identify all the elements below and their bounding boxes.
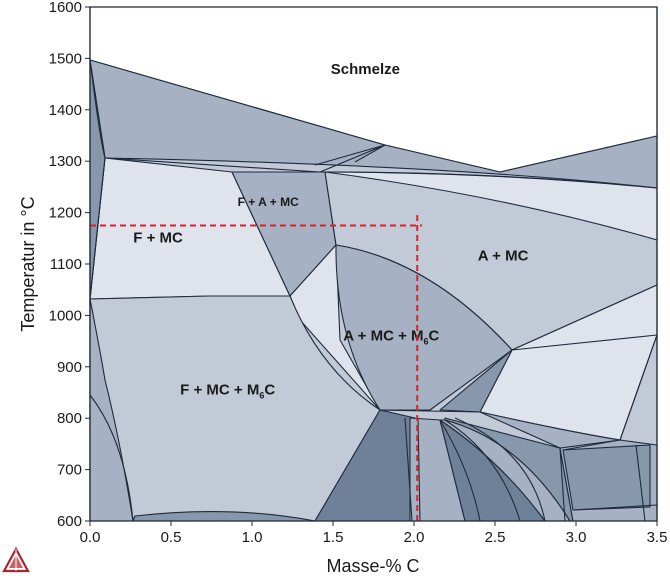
region-left-lower-edge [89, 298, 134, 522]
phase-boundary-line [559, 447, 566, 522]
phase-boundary-line [511, 334, 658, 351]
phase-boundaries [89, 59, 658, 522]
region-label: F + MC + M6C [180, 382, 275, 401]
region-bottom-left-sliver [132, 510, 316, 522]
phase-boundary-line [635, 444, 646, 522]
thermo-calc-triangle-logo [2, 546, 30, 573]
y-tick-label: 1400 [49, 102, 82, 119]
phase-boundary-line [89, 59, 106, 300]
y-tick-label: 600 [57, 513, 82, 530]
phase-boundary-line [444, 419, 521, 522]
phase-boundary-line [104, 157, 658, 189]
phase-boundary-line [619, 334, 658, 441]
phase-boundary-line [562, 439, 621, 451]
x-tick-label: 0.5 [161, 529, 182, 546]
x-tick-label: 1.0 [242, 529, 263, 546]
region-a-mc-m6c-lower [439, 349, 513, 413]
region-label: F + MC [133, 229, 183, 246]
phase-boundary-line [314, 144, 386, 166]
region-bottom-right-block [562, 444, 651, 511]
y-axis-label: Temperatur in °C [18, 196, 38, 331]
y-tick-label: 1100 [50, 256, 82, 273]
x-axis-label: Masse-% C [326, 556, 419, 576]
phase-regions [89, 6, 658, 522]
reference-lines [90, 215, 423, 521]
phase-boundary-line [454, 417, 546, 522]
y-tick-label: 1000 [49, 307, 82, 324]
phase-boundary-line [572, 504, 658, 511]
y-axis: 600 700 800 900 1000 1100 1200 1300 1400 1500 1600 [49, 0, 90, 530]
x-axis: 0.0 0.5 1.0 1.5 2.0 2.5 3.0 3.5 [80, 521, 668, 546]
y-tick-label: 800 [57, 410, 82, 427]
y-tick-label: 900 [57, 359, 82, 376]
x-tick-label: 2.0 [404, 529, 425, 546]
phase-boundary-line [89, 394, 134, 522]
x-tick-label: 3.5 [647, 529, 668, 546]
region-label: Schmelze [331, 61, 400, 78]
region-a-mc-m6c [335, 244, 513, 411]
x-tick-label: 0.0 [80, 529, 101, 546]
region-label: F + A + MC [238, 195, 299, 209]
x-tick-label: 1.5 [323, 529, 344, 546]
x-tick-label: 3.0 [566, 529, 587, 546]
phase-boundary-line [417, 417, 421, 522]
y-tick-label: 700 [57, 462, 82, 479]
phase-boundary-line [404, 417, 413, 522]
phase-boundary-line [439, 419, 481, 522]
y-tick-label: 1200 [49, 205, 82, 222]
y-tick-label: 1300 [49, 153, 82, 170]
phase-boundary-line [319, 144, 386, 173]
region-label: A + MC [478, 247, 529, 264]
y-tick-label: 1600 [49, 0, 82, 16]
phase-boundary-line [379, 409, 481, 413]
x-tick-label: 2.5 [485, 529, 506, 546]
y-tick-label: 1500 [49, 50, 82, 67]
